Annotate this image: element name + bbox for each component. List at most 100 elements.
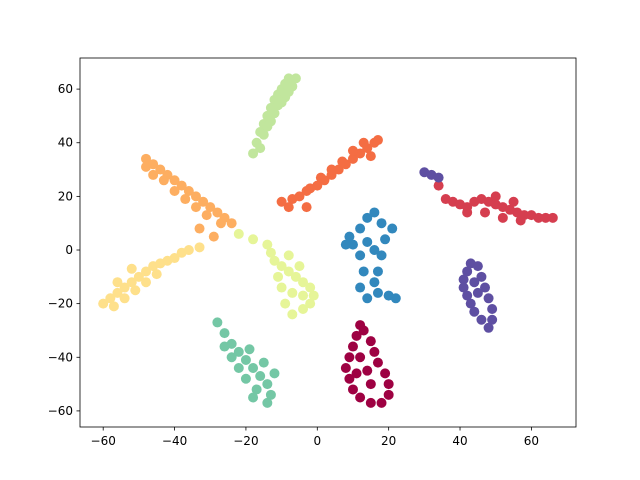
scatter-point [376,397,387,408]
scatter-point [233,228,244,239]
scatter-point [130,285,141,296]
y-tick-label: 60 [58,82,73,96]
scatter-point [262,397,273,408]
scatter-point [141,266,152,277]
scatter-point [201,210,212,221]
scatter-point [244,344,255,355]
scatter-point [458,282,469,293]
y-tick-label: −20 [48,297,73,311]
scatter-point [376,250,387,261]
scatter-point [387,223,398,234]
scatter-point [298,290,309,301]
scatter-point [355,352,366,363]
scatter-point [219,328,230,339]
scatter-point [158,175,169,186]
scatter-point [190,202,201,213]
scatter-point [462,290,473,301]
scatter-point [276,97,287,108]
scatter-point [248,234,259,245]
scatter-point [351,368,362,379]
y-tick-label: 40 [58,136,73,150]
scatter-point [383,379,394,390]
y-tick-label: −40 [48,350,73,364]
scatter-point [169,253,180,264]
scatter-point [212,207,223,218]
scatter-point [112,287,123,298]
scatter-point [280,298,291,309]
scatter-point [347,384,358,395]
scatter-point [265,247,276,258]
scatter-point [194,242,205,253]
scatter-point [462,207,473,218]
scatter-point [362,293,373,304]
scatter-point [283,202,294,213]
scatter-point [362,236,373,247]
scatter-point [126,263,137,274]
scatter-point [248,148,259,159]
scatter-point [112,277,123,288]
scatter-point [248,363,259,374]
x-tick-label: −60 [91,434,116,448]
y-tick-label: −60 [48,404,73,418]
scatter-point [369,245,380,256]
scatter-point [208,231,219,242]
scatter-point [155,164,166,175]
scatter-point [483,293,494,304]
scatter-point [176,180,187,191]
scatter-point [351,330,362,341]
scatter-point [265,389,276,400]
x-tick-label: 0 [313,434,321,448]
scatter-point [276,282,287,293]
scatter-point [347,153,358,164]
scatter-point [458,274,469,285]
scatter-point [255,371,266,382]
scatter-point [487,314,498,325]
scatter-point [226,352,237,363]
scatter-point [476,271,487,282]
scatter-point [226,218,237,229]
scatter-point [305,298,316,309]
scatter-point [344,231,355,242]
scatter-point [337,156,348,167]
scatter-point [262,379,273,390]
scatter-point [169,175,180,186]
scatter-point [333,164,344,175]
scatter-point [372,135,383,146]
scatter-point [283,266,294,277]
scatter-point [347,239,358,250]
x-tick-label: 20 [381,434,396,448]
scatter-point [508,196,519,207]
scatter-point [251,384,262,395]
scatter-point [119,282,130,293]
scatter-point [141,153,152,164]
scatter-point [215,218,226,229]
scatter-point [294,191,305,202]
scatter-point [273,271,284,282]
scatter-point [540,212,551,223]
scatter-point [105,293,116,304]
scatter-point [344,352,355,363]
scatter-point [290,73,301,84]
scatter-point [233,363,244,374]
scatter-point [262,239,273,250]
scatter-point [98,298,109,309]
scatter-point [326,164,337,175]
scatter-point [369,207,380,218]
scatter-point [283,86,294,97]
scatter-point [262,121,273,132]
scatter-point [372,357,383,368]
scatter-point [380,368,391,379]
scatter-point [358,266,369,277]
scatter-point [365,336,376,347]
scatter-point [340,239,351,250]
scatter-point [347,341,358,352]
x-tick-label: 40 [452,434,467,448]
scatter-point [287,309,298,320]
x-tick-label: −40 [162,434,187,448]
scatter-point [276,196,287,207]
scatter-point [362,365,373,376]
scatter-point [355,392,366,403]
scatter-point [365,397,376,408]
scatter-point [462,266,473,277]
